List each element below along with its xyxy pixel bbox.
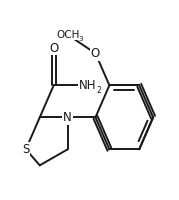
Text: S: S — [22, 143, 30, 156]
Text: 3: 3 — [78, 36, 83, 42]
Text: O: O — [91, 47, 100, 60]
Text: 2: 2 — [96, 86, 101, 95]
Text: N: N — [63, 111, 72, 124]
Text: NH: NH — [79, 79, 96, 92]
Text: O: O — [49, 42, 58, 55]
Text: OCH: OCH — [56, 30, 79, 40]
